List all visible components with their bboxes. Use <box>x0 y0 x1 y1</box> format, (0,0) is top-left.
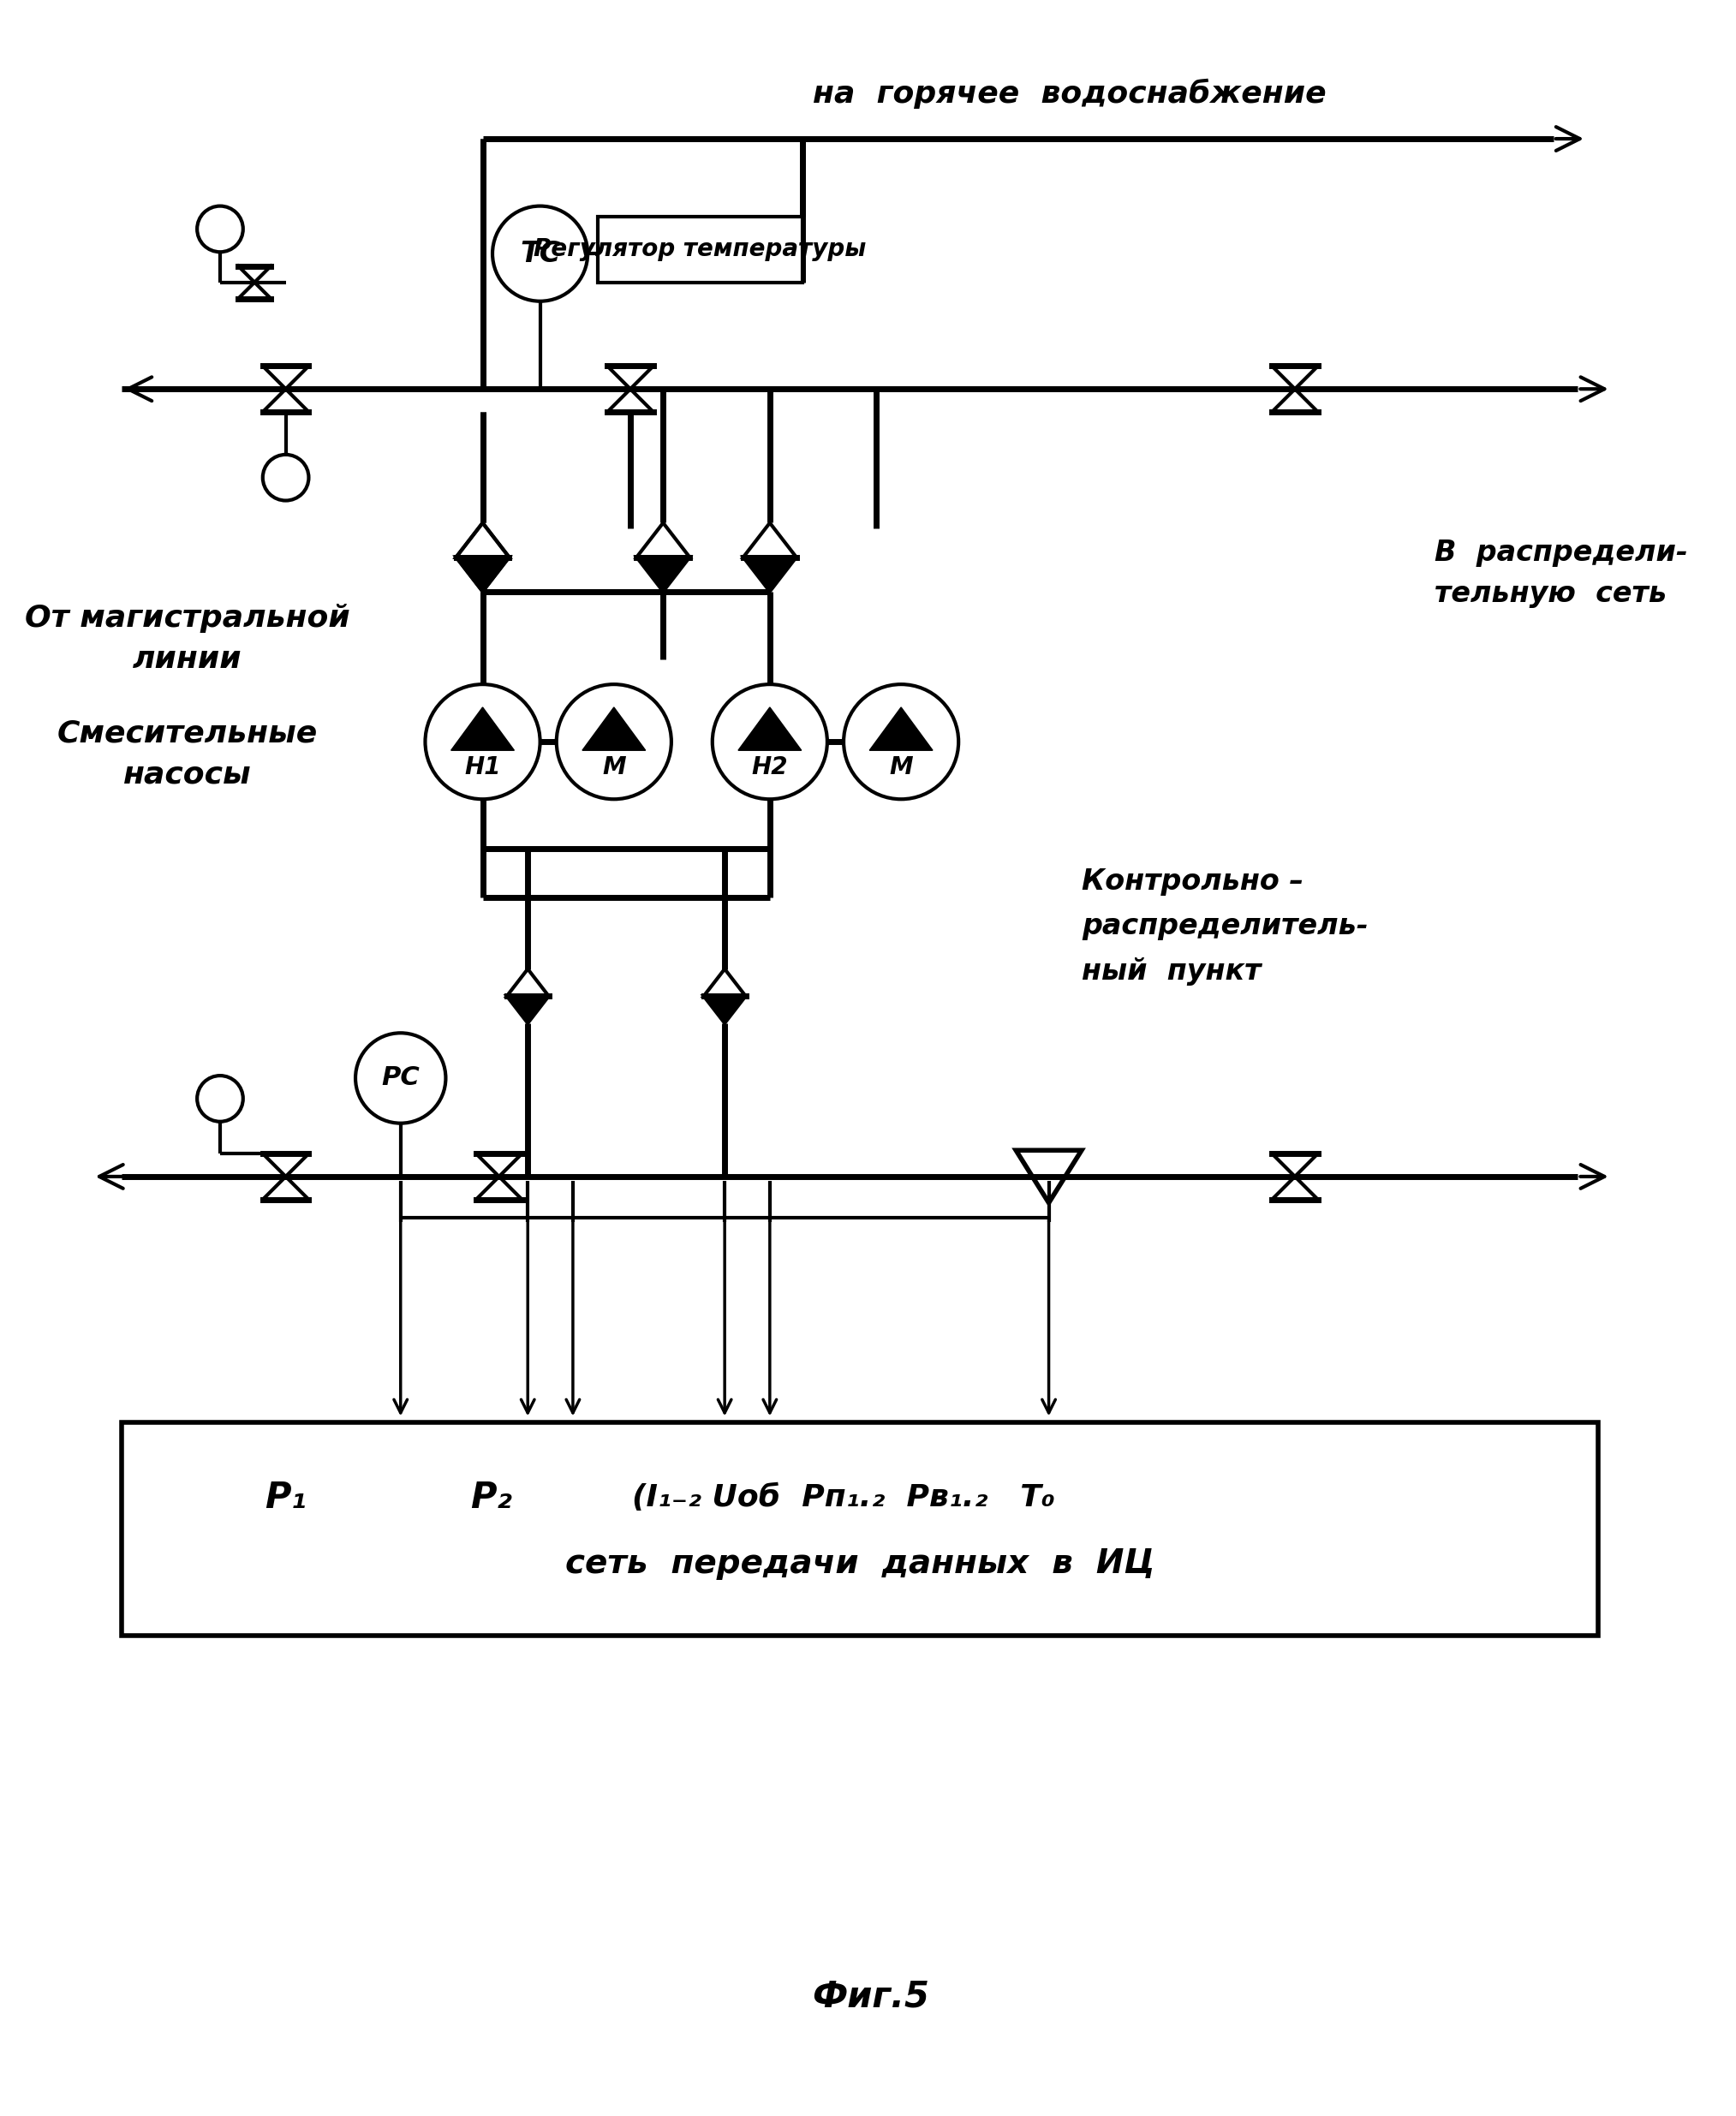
Text: Контрольно –: Контрольно – <box>1082 868 1304 895</box>
Polygon shape <box>451 707 514 751</box>
Circle shape <box>844 683 958 800</box>
Circle shape <box>198 1075 243 1121</box>
Text: ный  пункт: ный пункт <box>1082 956 1260 986</box>
Text: ТС: ТС <box>519 239 561 269</box>
Circle shape <box>557 683 672 800</box>
Polygon shape <box>703 997 745 1024</box>
Text: (I₁₋₂ Uоб  Рп₁.₂  Рв₁.₂   Т₀: (I₁₋₂ Uоб Рп₁.₂ Рв₁.₂ Т₀ <box>632 1483 1055 1513</box>
Bar <box>597 216 802 281</box>
Text: Н1: Н1 <box>465 755 500 779</box>
Polygon shape <box>582 707 646 751</box>
Polygon shape <box>738 707 802 751</box>
Text: распределитель-: распределитель- <box>1082 912 1368 940</box>
Polygon shape <box>457 557 509 592</box>
Text: В  распредели-: В распредели- <box>1434 540 1687 567</box>
Text: От магистральной: От магистральной <box>24 605 351 633</box>
Text: Фиг.5: Фиг.5 <box>812 1978 930 2014</box>
Text: М: М <box>889 755 913 779</box>
Circle shape <box>493 205 589 300</box>
Polygon shape <box>457 557 509 592</box>
Polygon shape <box>870 707 932 751</box>
Text: линии: линии <box>132 645 241 675</box>
Text: Р₁: Р₁ <box>266 1481 307 1517</box>
Circle shape <box>425 683 540 800</box>
Text: насосы: насосы <box>123 760 252 789</box>
Text: сеть  передачи  данных  в  ИЦ: сеть передачи данных в ИЦ <box>566 1547 1154 1581</box>
Text: Р₂: Р₂ <box>470 1481 512 1517</box>
Text: Регулятор температуры: Регулятор температуры <box>533 237 866 262</box>
Text: Н2: Н2 <box>752 755 788 779</box>
Circle shape <box>712 683 828 800</box>
Polygon shape <box>507 997 549 1024</box>
Polygon shape <box>637 557 689 592</box>
Text: на  горячее  водоснабжение: на горячее водоснабжение <box>812 78 1326 108</box>
Text: Смесительные: Смесительные <box>57 719 318 749</box>
Text: М: М <box>602 755 625 779</box>
Circle shape <box>198 205 243 252</box>
Circle shape <box>356 1033 446 1124</box>
Circle shape <box>262 455 309 501</box>
Text: тельную  сеть: тельную сеть <box>1434 580 1667 607</box>
Bar <box>122 1422 1599 1636</box>
Text: РС: РС <box>382 1066 420 1090</box>
Polygon shape <box>743 557 797 592</box>
